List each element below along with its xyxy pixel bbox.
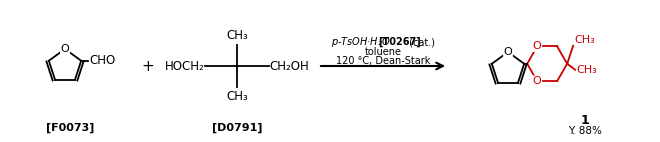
Text: 120 °C, Dean-Stark: 120 °C, Dean-Stark [336,56,430,66]
Text: +: + [142,59,154,74]
Text: $p$-TsOH·H₂O: $p$-TsOH·H₂O [331,35,391,49]
Text: CH₃: CH₃ [226,29,248,42]
Text: O: O [504,47,512,57]
Text: [F0073]: [F0073] [46,123,94,133]
Text: CH₃: CH₃ [226,90,248,103]
Text: toluene: toluene [364,47,401,57]
Text: Y. 88%: Y. 88% [568,126,602,136]
Text: CH₂OH: CH₂OH [269,59,309,73]
Text: 1: 1 [581,113,589,127]
Text: HOCH₂: HOCH₂ [165,59,205,73]
Text: CH₃: CH₃ [574,35,595,45]
Text: CH₃: CH₃ [576,65,597,75]
Text: O: O [533,41,542,51]
Text: [D0791]: [D0791] [212,123,262,133]
Text: (cat.): (cat.) [406,37,435,47]
Text: O: O [533,76,542,86]
Text: CHO: CHO [89,54,116,67]
Text: O: O [61,44,69,54]
Text: [T0267]: [T0267] [378,37,421,47]
